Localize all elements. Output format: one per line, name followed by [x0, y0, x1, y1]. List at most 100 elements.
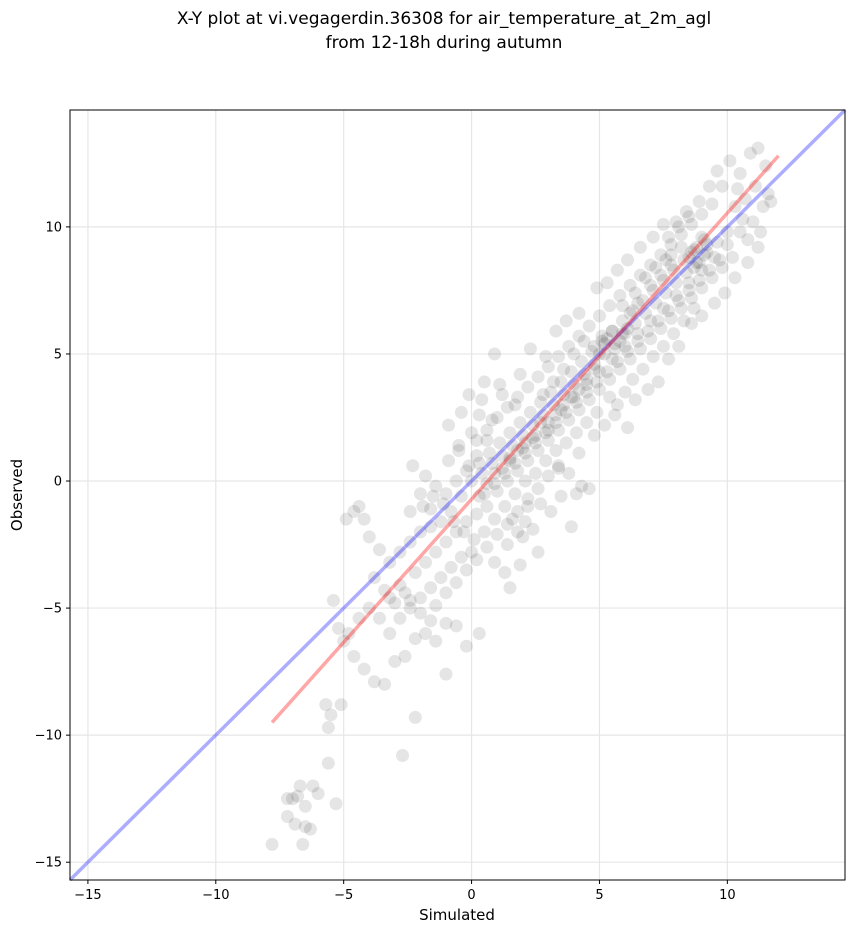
- data-point: [697, 233, 711, 247]
- data-point: [741, 255, 755, 269]
- data-point: [613, 334, 627, 348]
- data-point: [518, 474, 532, 488]
- data-point: [459, 639, 473, 653]
- y-tick-label: −5: [43, 602, 62, 617]
- data-point: [347, 505, 361, 519]
- data-point: [396, 748, 410, 762]
- data-point: [610, 263, 624, 277]
- data-point: [534, 395, 548, 409]
- data-point: [572, 329, 586, 343]
- data-point: [511, 505, 525, 519]
- data-point: [490, 527, 504, 541]
- data-point: [413, 606, 427, 620]
- data-point: [685, 217, 699, 231]
- data-point: [633, 268, 647, 282]
- data-point: [475, 466, 489, 480]
- data-point: [529, 436, 543, 450]
- data-point: [500, 400, 514, 414]
- data-point: [692, 273, 706, 287]
- data-point: [615, 314, 629, 328]
- data-point: [357, 512, 371, 526]
- y-tick-label: 5: [54, 347, 62, 362]
- data-point: [656, 301, 670, 315]
- x-tick-label: −5: [334, 888, 353, 903]
- data-point: [383, 626, 397, 640]
- data-point: [567, 347, 581, 361]
- data-point: [636, 362, 650, 376]
- data-point: [733, 167, 747, 181]
- plot-frame: [69, 109, 846, 881]
- data-point: [477, 525, 491, 539]
- data-point: [439, 616, 453, 630]
- data-point: [319, 698, 333, 712]
- data-point: [695, 309, 709, 323]
- data-point: [662, 230, 676, 244]
- data-point: [511, 464, 525, 478]
- data-point: [564, 365, 578, 379]
- data-point: [633, 240, 647, 254]
- data-point: [334, 698, 348, 712]
- data-point: [332, 621, 346, 635]
- data-point: [662, 304, 676, 318]
- data-point: [590, 281, 604, 295]
- data-point: [265, 837, 279, 851]
- data-point: [569, 395, 583, 409]
- data-point: [449, 474, 463, 488]
- data-point: [511, 390, 525, 404]
- data-point: [723, 154, 737, 168]
- data-point: [439, 586, 453, 600]
- data-point: [362, 601, 376, 615]
- data-point: [580, 377, 594, 391]
- data-point: [738, 192, 752, 206]
- data-point: [603, 372, 617, 386]
- data-point: [695, 263, 709, 277]
- data-point: [403, 535, 417, 549]
- data-point: [592, 365, 606, 379]
- data-point: [521, 492, 535, 506]
- data-point: [618, 385, 632, 399]
- data-point: [488, 347, 502, 361]
- data-point: [600, 365, 614, 379]
- data-point: [521, 454, 535, 468]
- grid-lines: [70, 110, 845, 880]
- data-point: [470, 507, 484, 521]
- data-point: [429, 545, 443, 559]
- data-point: [518, 515, 532, 529]
- chart-title-line-1: X-Y plot at vi.vegagerdin.36308 for air_…: [177, 9, 711, 29]
- data-point: [700, 245, 714, 259]
- data-point: [280, 809, 294, 823]
- data-point: [613, 362, 627, 376]
- data-point: [541, 423, 555, 437]
- data-point: [644, 258, 658, 272]
- data-point: [557, 362, 571, 376]
- data-point: [618, 339, 632, 353]
- data-point: [352, 611, 366, 625]
- data-point: [526, 418, 540, 432]
- data-point: [388, 596, 402, 610]
- data-point: [485, 413, 499, 427]
- data-point: [672, 220, 686, 234]
- data-point: [541, 416, 555, 430]
- data-point: [592, 309, 606, 323]
- data-point: [500, 517, 514, 531]
- data-point: [541, 360, 555, 374]
- data-point: [544, 505, 558, 519]
- data-point: [503, 581, 517, 595]
- data-point: [644, 332, 658, 346]
- data-point: [746, 215, 760, 229]
- data-point: [516, 428, 530, 442]
- data-point: [567, 377, 581, 391]
- data-point: [516, 441, 530, 455]
- data-point: [472, 456, 486, 470]
- data-point: [664, 258, 678, 272]
- data-point: [403, 505, 417, 519]
- data-point: [406, 459, 420, 473]
- data-point: [508, 456, 522, 470]
- data-point: [702, 179, 716, 193]
- data-point: [472, 408, 486, 422]
- data-point: [708, 296, 722, 310]
- data-point: [459, 464, 473, 478]
- data-point: [679, 266, 693, 280]
- data-point: [298, 820, 312, 834]
- data-point: [449, 576, 463, 590]
